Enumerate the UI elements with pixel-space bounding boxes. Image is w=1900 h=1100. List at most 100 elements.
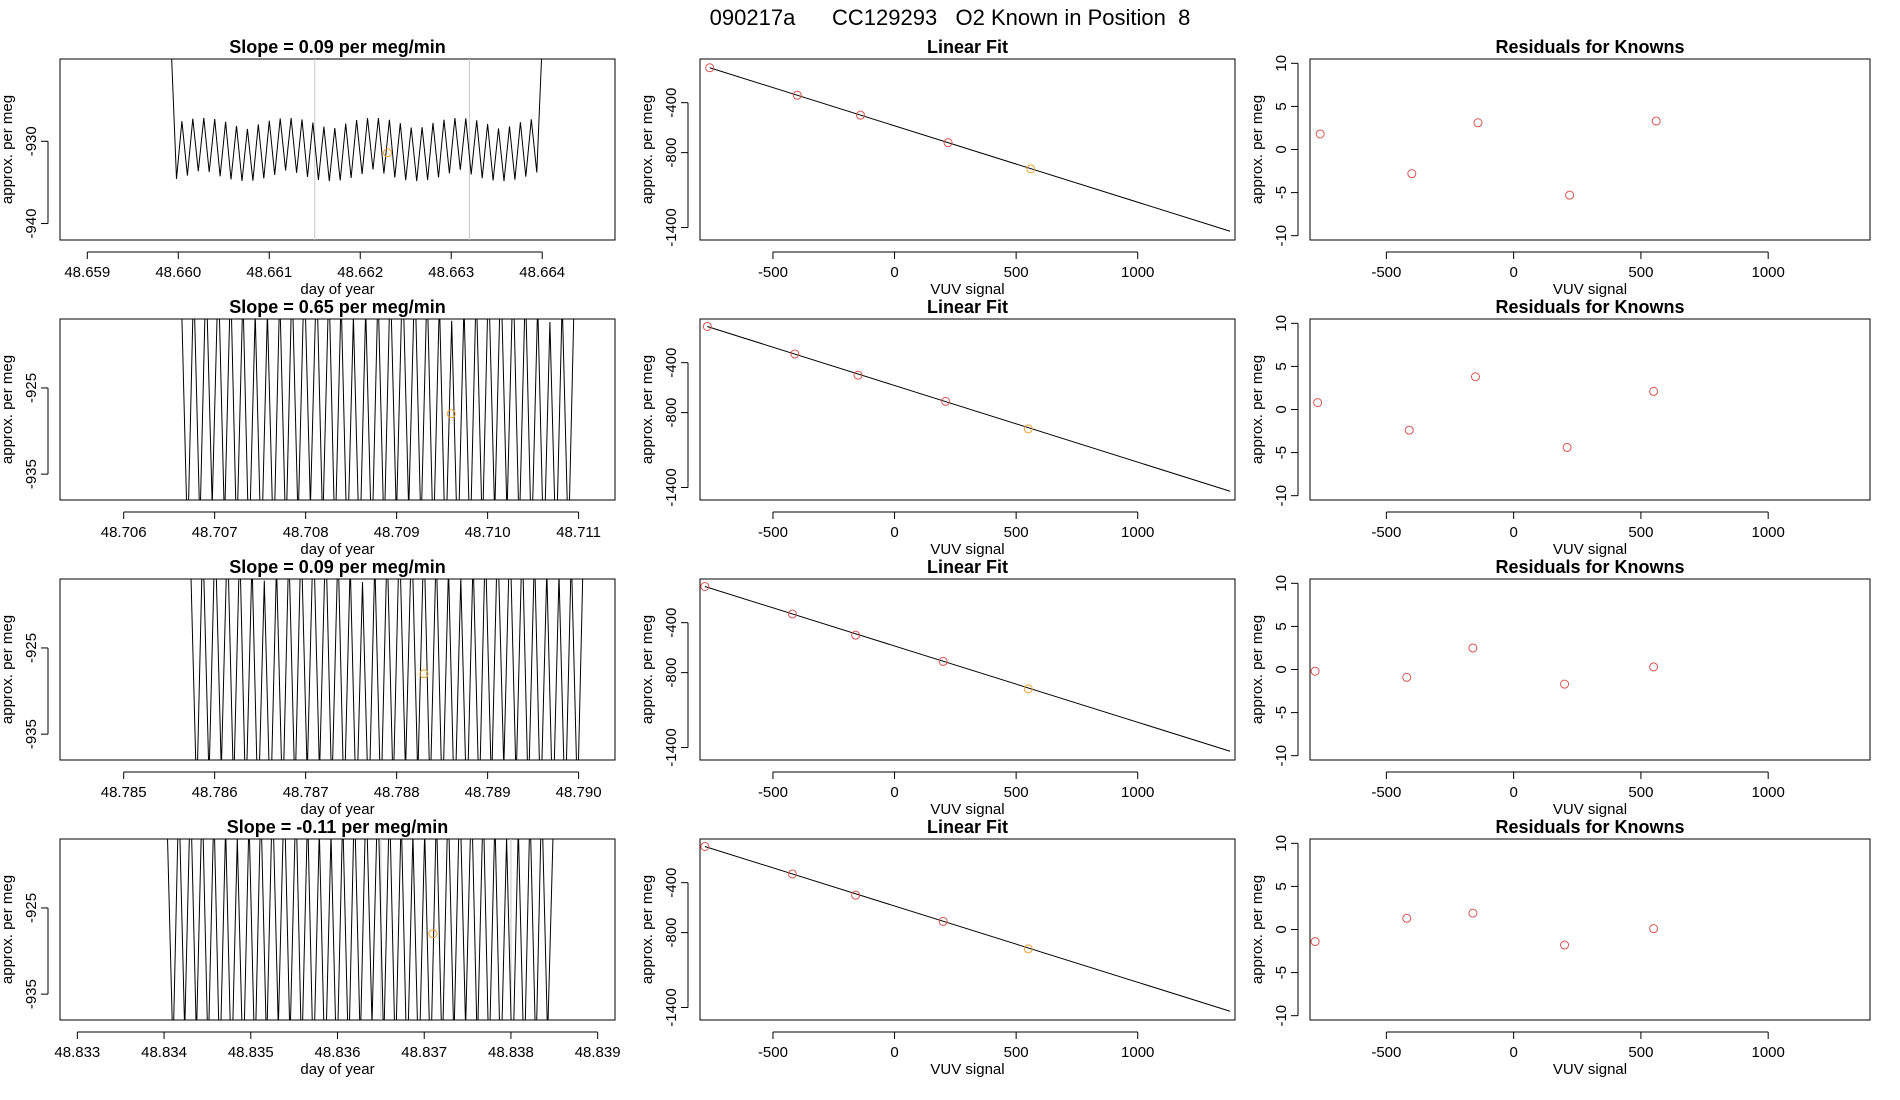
- plot-frame: [1309, 838, 1871, 1021]
- x-tick-label: 48.659: [64, 264, 110, 281]
- y-axis-label: approx. per meg: [0, 875, 16, 984]
- y-tick-label: 10: [1273, 575, 1290, 592]
- y-tick-label: 5: [1273, 882, 1290, 890]
- x-axis-label: VUV signal: [930, 541, 1004, 558]
- x-tick-label: 500: [1628, 524, 1653, 541]
- time-series-line: [181, 319, 575, 500]
- plot-frame: [1309, 318, 1871, 501]
- y-tick-label: -800: [663, 918, 680, 948]
- y-tick-label: 5: [1273, 622, 1290, 630]
- panel-title: Residuals for Knowns: [1495, 817, 1684, 837]
- y-tick-label: -925: [23, 893, 40, 923]
- x-tick-label: 500: [1628, 1044, 1653, 1061]
- y-tick-label: -930: [23, 126, 40, 156]
- mean-marker: [383, 148, 393, 158]
- unknown-point: [1026, 164, 1036, 174]
- residual-point: [1407, 169, 1417, 179]
- time-series-line: [190, 579, 584, 760]
- y-tick-label: -1400: [663, 988, 680, 1026]
- x-tick-label: 500: [1004, 784, 1029, 801]
- y-tick-label: 5: [1273, 362, 1290, 370]
- residual-point: [1470, 372, 1480, 382]
- known-point: [790, 349, 800, 359]
- panel-title: Slope = 0.65 per meg/min: [229, 297, 446, 317]
- x-tick-label: 48.707: [192, 524, 238, 541]
- page-title: 090217a CC129293 O2 Known in Position 8: [710, 5, 1191, 30]
- y-tick-label: -10: [1273, 745, 1290, 767]
- known-point: [702, 321, 712, 331]
- residual-point: [1402, 672, 1412, 682]
- x-tick-label: 48.838: [488, 1044, 534, 1061]
- time-series-line: [167, 839, 554, 1020]
- y-tick-label: 10: [1273, 835, 1290, 852]
- panel-title: Slope = -0.11 per meg/min: [227, 817, 449, 837]
- known-point: [938, 916, 948, 926]
- x-tick-label: 1000: [1751, 784, 1784, 801]
- x-tick-label: 1000: [1121, 784, 1154, 801]
- panel-title: Residuals for Knowns: [1495, 297, 1684, 317]
- y-tick-label: -800: [663, 658, 680, 688]
- x-tick-label: 0: [890, 264, 898, 281]
- y-tick-label: -400: [663, 348, 680, 378]
- residual-point: [1473, 118, 1483, 128]
- known-point: [792, 90, 802, 100]
- plot-frame: [59, 318, 616, 501]
- mean-marker: [419, 669, 429, 679]
- x-tick-label: 48.664: [519, 264, 565, 281]
- panel-2-2: Linear Fit -500 0 500 1000 VUV signal -1400 -80…: [639, 297, 1236, 558]
- panel-4-1: Slope = -0.11 per meg/min 48.833 48.834 48.…: [0, 817, 621, 1078]
- residual-point: [1404, 425, 1414, 435]
- x-tick-label: 48.706: [101, 524, 147, 541]
- residual-point: [1468, 643, 1478, 653]
- residual-point: [1649, 924, 1659, 934]
- mean-marker: [446, 409, 456, 419]
- y-tick-label: -935: [23, 719, 40, 749]
- x-tick-label: 500: [1004, 1044, 1029, 1061]
- known-point: [851, 890, 861, 900]
- plot-area: [167, 839, 554, 1020]
- plot-area: [700, 841, 1231, 1012]
- x-tick-label: 500: [1004, 264, 1029, 281]
- plot-area: [1310, 643, 1659, 689]
- plot-area: [181, 319, 575, 500]
- x-tick-label: 1000: [1751, 1044, 1784, 1061]
- time-series-line: [171, 59, 543, 182]
- x-tick-label: 1000: [1751, 264, 1784, 281]
- y-tick-label: 0: [1273, 145, 1290, 153]
- fit-line: [709, 67, 1231, 232]
- x-tick-label: 0: [890, 1044, 898, 1061]
- panel-title: Linear Fit: [927, 37, 1008, 57]
- x-tick-label: 0: [1509, 1044, 1517, 1061]
- x-axis-label: VUV signal: [930, 801, 1004, 818]
- plot-frame: [59, 838, 616, 1021]
- x-tick-label: 0: [890, 784, 898, 801]
- x-axis-label: day of year: [300, 541, 374, 558]
- y-tick-label: -940: [23, 209, 40, 239]
- x-tick-label: 500: [1628, 264, 1653, 281]
- residual-point: [1310, 937, 1320, 947]
- x-tick-label: 1000: [1751, 524, 1784, 541]
- x-tick-label: -500: [758, 524, 788, 541]
- x-axis-label: day of year: [300, 801, 374, 818]
- y-axis-label: approx. per meg: [1249, 95, 1266, 204]
- y-tick-label: 0: [1273, 405, 1290, 413]
- y-axis-label: approx. per meg: [639, 95, 656, 204]
- known-point: [705, 63, 715, 73]
- x-tick-label: 0: [1509, 264, 1517, 281]
- y-tick-label: 10: [1273, 315, 1290, 332]
- known-point: [700, 841, 710, 851]
- x-tick-label: -500: [758, 264, 788, 281]
- x-axis-label: VUV signal: [1553, 541, 1627, 558]
- panel-4-3: Residuals for Knowns -500 0 500 1000 VUV sign…: [1249, 817, 1871, 1078]
- x-tick-label: 48.790: [556, 784, 602, 801]
- y-tick-label: -400: [663, 608, 680, 638]
- y-tick-label: 10: [1273, 55, 1290, 72]
- y-tick-label: -5: [1273, 966, 1290, 979]
- panel-title: Linear Fit: [927, 297, 1008, 317]
- panel-title: Residuals for Knowns: [1495, 37, 1684, 57]
- panel-3-3: Residuals for Knowns -500 0 500 1000 VUV sign…: [1249, 557, 1871, 818]
- known-point: [851, 630, 861, 640]
- plot-frame: [699, 318, 1236, 501]
- x-axis-label: VUV signal: [1553, 281, 1627, 298]
